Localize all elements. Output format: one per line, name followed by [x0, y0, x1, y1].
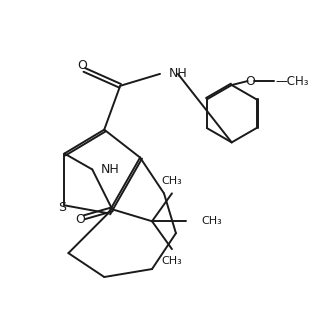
Text: O: O	[76, 213, 85, 226]
Text: NH: NH	[101, 163, 120, 176]
Text: NH: NH	[169, 67, 188, 80]
Text: —CH₃: —CH₃	[276, 75, 309, 88]
Text: CH₃: CH₃	[162, 176, 182, 186]
Text: CH₃: CH₃	[162, 256, 182, 266]
Text: CH₃: CH₃	[202, 216, 223, 226]
Text: O: O	[245, 75, 255, 88]
Text: S: S	[59, 201, 67, 214]
Text: O: O	[77, 60, 87, 72]
